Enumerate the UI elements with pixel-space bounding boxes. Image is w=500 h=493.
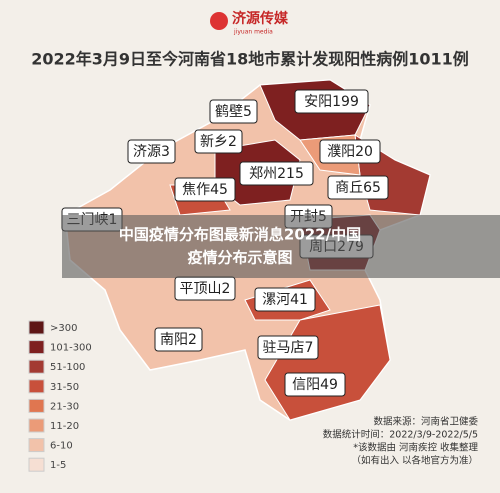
label-text: 商丘65 bbox=[335, 180, 381, 196]
label-text: 安阳199 bbox=[304, 94, 359, 110]
source-line: 数据统计时间：2022/3/9-2022/5/5 bbox=[323, 429, 478, 441]
label-box bbox=[319, 139, 381, 164]
legend-swatch bbox=[28, 379, 45, 394]
label-box bbox=[154, 327, 203, 352]
legend-swatch bbox=[28, 398, 45, 413]
label-text: 新乡2 bbox=[200, 134, 237, 150]
label-box bbox=[294, 89, 369, 114]
logo-icon bbox=[210, 12, 228, 30]
label-text: 信阳49 bbox=[292, 377, 338, 393]
label-text: 济源3 bbox=[133, 144, 170, 160]
label-text: 南阳2 bbox=[160, 332, 197, 348]
label-box bbox=[284, 372, 346, 397]
legend-swatch bbox=[28, 320, 45, 335]
label-box bbox=[254, 287, 316, 312]
legend: >300 101-300 51-100 31-50 21-30 11-20 6-10 1-5 bbox=[28, 320, 92, 472]
label-box bbox=[209, 99, 258, 124]
logo-text: 济源传媒 bbox=[232, 10, 289, 27]
legend-swatch bbox=[28, 438, 45, 453]
legend-swatch bbox=[28, 359, 45, 374]
source-line: *该数据由 河南疾控 收集整理 bbox=[353, 442, 478, 454]
source-line: （如有出入 以各地官方为准） bbox=[351, 455, 478, 467]
legend-swatch bbox=[28, 418, 45, 433]
label-text: 焦作45 bbox=[182, 182, 228, 198]
legend-swatch bbox=[28, 457, 45, 472]
legend-label: 101-300 bbox=[50, 343, 92, 354]
label-text: 郑州215 bbox=[249, 166, 304, 182]
legend-swatch bbox=[28, 340, 45, 355]
legend-label: 6-10 bbox=[50, 441, 73, 452]
legend-label: 11-20 bbox=[50, 421, 79, 432]
legend-label: 21-30 bbox=[50, 401, 79, 412]
label-box bbox=[327, 175, 389, 200]
legend-label: 1-5 bbox=[50, 460, 66, 471]
label-text: 平顶山2 bbox=[180, 281, 231, 297]
legend-label: 51-100 bbox=[50, 362, 85, 373]
label-box bbox=[174, 177, 236, 202]
overlay-band bbox=[62, 215, 500, 278]
logo-sub: jiyuan media bbox=[233, 29, 273, 36]
label-text: 驻马店7 bbox=[263, 340, 314, 356]
label-text: 漯河41 bbox=[262, 292, 308, 308]
label-box bbox=[127, 139, 176, 164]
label-box bbox=[239, 161, 314, 186]
label-box bbox=[194, 129, 243, 154]
source-line: 数据来源：河南省卫健委 bbox=[373, 416, 478, 428]
label-box bbox=[257, 335, 319, 360]
label-text: 濮阳20 bbox=[327, 144, 373, 160]
overlay-text: 中国疫情分布图最新消息2022/中国 bbox=[119, 226, 361, 244]
source: 数据来源：河南省卫健委数据统计时间：2022/3/9-2022/5/5*该数据由… bbox=[323, 416, 479, 467]
title: 2022年3月9日至今河南省18地市累计发现阳性病例1011例 bbox=[31, 50, 469, 69]
label-text: 鹤壁5 bbox=[215, 104, 252, 120]
overlay-text: 疫情分布示意图 bbox=[187, 249, 292, 267]
legend-label: >300 bbox=[50, 323, 77, 334]
legend-label: 31-50 bbox=[50, 382, 79, 393]
